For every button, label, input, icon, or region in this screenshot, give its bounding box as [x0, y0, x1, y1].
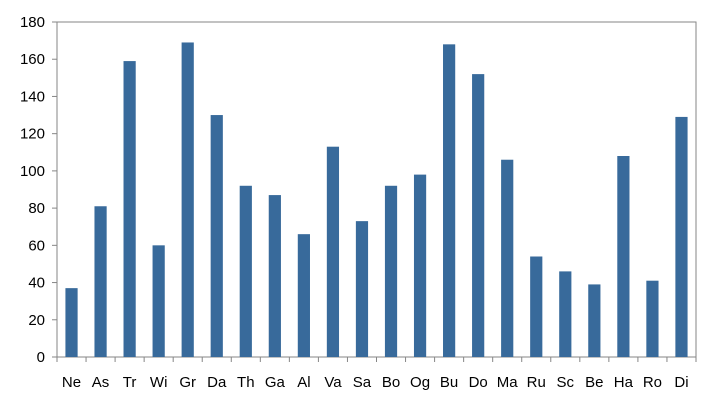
bar-ga: [268, 195, 281, 357]
bar-di: [675, 116, 688, 358]
bar-sa: [355, 221, 369, 357]
bar-da: [210, 115, 223, 357]
bar-do: [472, 74, 485, 357]
y-tick-label: 160: [20, 51, 45, 68]
x-tick-label: Ma: [497, 374, 518, 391]
x-tick-label: Bo: [382, 374, 400, 391]
x-tick-label: Be: [585, 374, 603, 391]
x-tick-label: Th: [237, 374, 255, 391]
bar-ma: [501, 159, 514, 357]
bar-be: [588, 284, 601, 357]
x-tick-label: Al: [297, 374, 310, 391]
bar-al: [297, 234, 310, 357]
y-axis: 0 20 40 60 80 100 120 140 160 180: [20, 14, 57, 366]
bar-bu: [443, 44, 456, 357]
bar-ro: [646, 280, 659, 357]
y-tick-label: 60: [28, 237, 45, 254]
x-tick-label: Do: [469, 374, 488, 391]
y-tick-label: 20: [28, 312, 45, 329]
x-axis: Ne As Tr Wi Gr Da Th Ga Al Va Sa Bo Og Bu Do Ma Ru Sc Be Ha…: [56, 357, 697, 391]
bars-group: [65, 42, 688, 358]
x-tick-label: Sa: [353, 374, 372, 391]
x-tick-label: Ga: [265, 374, 286, 391]
bar-th: [239, 185, 252, 357]
x-tick-label: Ha: [614, 374, 634, 391]
bar-gr: [181, 42, 194, 357]
x-tick-label: Tr: [123, 374, 137, 391]
x-tick-label: Ne: [62, 374, 81, 391]
x-tick-label: Bu: [440, 374, 458, 391]
y-tick-label: 100: [20, 163, 45, 180]
bar-va: [326, 146, 340, 357]
x-tick-label: Va: [324, 374, 342, 391]
x-tick-label: Sc: [557, 374, 575, 391]
bar-ha: [617, 156, 630, 357]
bar-tr: [123, 61, 136, 357]
y-tick-label: 180: [20, 14, 45, 31]
y-tick-label: 40: [28, 275, 45, 292]
x-tick-label: Wi: [150, 374, 168, 391]
y-tick-label: 140: [20, 88, 45, 105]
x-tick-label: Og: [410, 374, 430, 391]
bar-sc: [559, 271, 572, 357]
x-tick-label: As: [92, 374, 110, 391]
y-tick-label: 80: [28, 200, 45, 217]
x-tick-label: Di: [674, 374, 688, 391]
bar-ne: [65, 288, 78, 357]
x-tick-label: Da: [207, 374, 227, 391]
x-tick-label: Ro: [643, 374, 662, 391]
bar-bo: [384, 185, 398, 357]
x-tick-label: Ru: [527, 374, 546, 391]
bar-as: [94, 206, 107, 357]
bar-ru: [530, 256, 543, 357]
y-tick-label: 0: [37, 349, 45, 366]
x-tick-label: Gr: [179, 374, 196, 391]
y-tick-label: 120: [20, 126, 45, 143]
bar-wi: [152, 245, 165, 357]
bar-og: [413, 174, 427, 357]
